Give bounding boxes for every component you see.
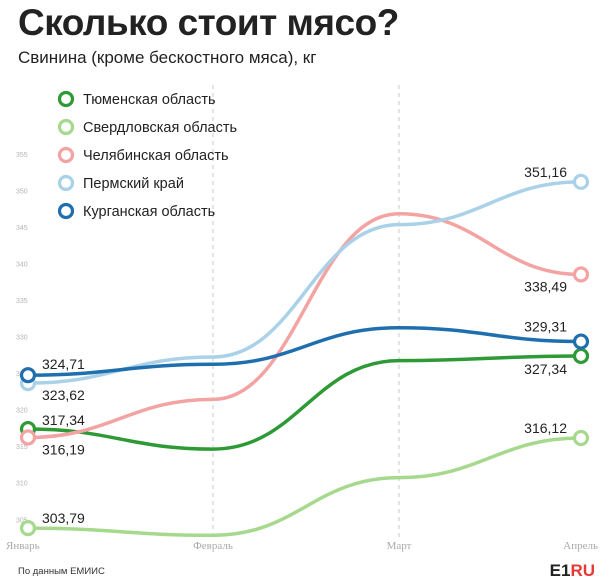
data-label: 324,71 [42, 356, 85, 372]
legend-marker [57, 118, 75, 136]
chart-subtitle: Свинина (кроме бескостного мяса), кг [18, 48, 317, 67]
y-tick-label: 335 [16, 298, 28, 305]
y-tick-label: 340 [16, 261, 28, 268]
legend-label: Челябинская область [83, 148, 229, 164]
y-tick-label: 350 [16, 188, 28, 195]
legend-marker [57, 146, 75, 164]
data-label: 317,34 [42, 412, 85, 428]
series-line [26, 436, 583, 538]
data-label: 303,79 [42, 510, 85, 526]
y-tick-label: 315 [16, 444, 28, 451]
data-point [19, 367, 37, 384]
data-label: 329,31 [524, 319, 567, 335]
data-point [572, 347, 590, 365]
y-tick-label: 345 [16, 225, 28, 232]
legend-item: Курганская область [57, 202, 215, 220]
e1-logo: E1RU [550, 561, 595, 581]
x-tick-label: Февраль [193, 540, 233, 552]
data-label: 323,62 [42, 387, 85, 403]
x-tick-label: Январь [6, 540, 40, 552]
data-point [572, 429, 590, 447]
legend-label: Свердловская область [83, 120, 237, 136]
x-tick-label: Март [387, 540, 412, 552]
data-label: 338,49 [524, 278, 567, 294]
legend-marker [57, 174, 75, 192]
legend-item: Свердловская область [57, 118, 237, 136]
legend-label: Тюменская область [83, 92, 216, 108]
data-label: 327,34 [524, 361, 567, 377]
data-label: 316,19 [42, 441, 85, 457]
data-point [572, 173, 590, 190]
data-point [19, 520, 37, 537]
series-line [26, 325, 583, 377]
legend-item: Пермский край [57, 174, 184, 192]
logo-ru-text: RU [570, 561, 595, 580]
legend: Тюменская область Свердловская область Чел… [57, 90, 237, 220]
data-point [572, 266, 590, 283]
series-line [26, 211, 583, 440]
source-note: По данным ЕМИИС [18, 566, 105, 577]
legend-item: Тюменская область [57, 90, 216, 108]
data-label: 316,12 [524, 420, 567, 436]
y-tick-label: 330 [16, 335, 28, 342]
legend-label: Курганская область [83, 204, 215, 220]
y-tick-label: 310 [16, 481, 28, 488]
legend-marker [57, 202, 75, 220]
series-line [26, 354, 583, 451]
y-tick-label: 355 [16, 152, 28, 159]
legend-item: Челябинская область [57, 146, 229, 164]
y-tick-label: 320 [16, 408, 28, 415]
data-point [572, 333, 590, 350]
logo-e1-text: E1 [549, 561, 571, 580]
y-tick-label: 305 [16, 517, 28, 524]
chart-title: Сколько стоит мясо? [18, 2, 399, 43]
legend-label: Пермский край [83, 176, 184, 192]
data-point [19, 429, 37, 446]
data-label: 351,16 [524, 164, 567, 180]
x-tick-label: Апрель [563, 540, 598, 552]
legend-marker [57, 90, 75, 108]
